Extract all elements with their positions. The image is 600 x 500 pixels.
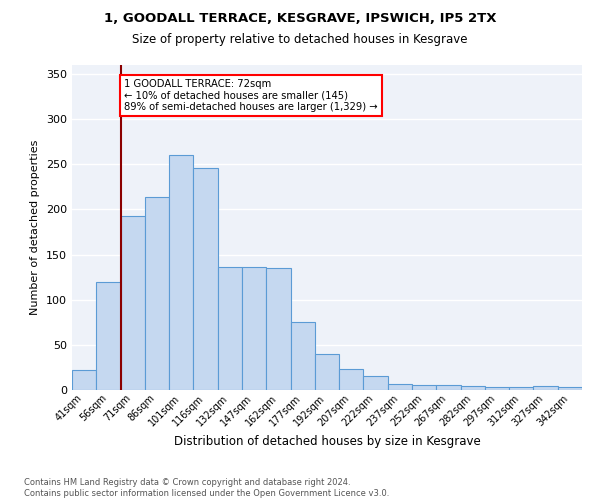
- Bar: [266, 268, 290, 390]
- Bar: [461, 386, 485, 390]
- Bar: [412, 384, 436, 390]
- Bar: [509, 388, 533, 390]
- Bar: [290, 322, 315, 390]
- Bar: [96, 282, 121, 390]
- Bar: [533, 386, 558, 390]
- Y-axis label: Number of detached properties: Number of detached properties: [31, 140, 40, 315]
- Bar: [315, 354, 339, 390]
- Bar: [121, 216, 145, 390]
- Bar: [169, 156, 193, 390]
- Bar: [145, 197, 169, 390]
- Text: Size of property relative to detached houses in Kesgrave: Size of property relative to detached ho…: [132, 32, 468, 46]
- Bar: [339, 369, 364, 390]
- Bar: [72, 370, 96, 390]
- Bar: [436, 386, 461, 390]
- Bar: [388, 384, 412, 390]
- Bar: [193, 168, 218, 390]
- Text: 1 GOODALL TERRACE: 72sqm
← 10% of detached houses are smaller (145)
89% of semi-: 1 GOODALL TERRACE: 72sqm ← 10% of detach…: [124, 78, 378, 112]
- Text: Contains HM Land Registry data © Crown copyright and database right 2024.
Contai: Contains HM Land Registry data © Crown c…: [24, 478, 389, 498]
- X-axis label: Distribution of detached houses by size in Kesgrave: Distribution of detached houses by size …: [173, 434, 481, 448]
- Bar: [364, 376, 388, 390]
- Bar: [218, 267, 242, 390]
- Bar: [558, 388, 582, 390]
- Bar: [485, 388, 509, 390]
- Bar: [242, 267, 266, 390]
- Text: 1, GOODALL TERRACE, KESGRAVE, IPSWICH, IP5 2TX: 1, GOODALL TERRACE, KESGRAVE, IPSWICH, I…: [104, 12, 496, 26]
